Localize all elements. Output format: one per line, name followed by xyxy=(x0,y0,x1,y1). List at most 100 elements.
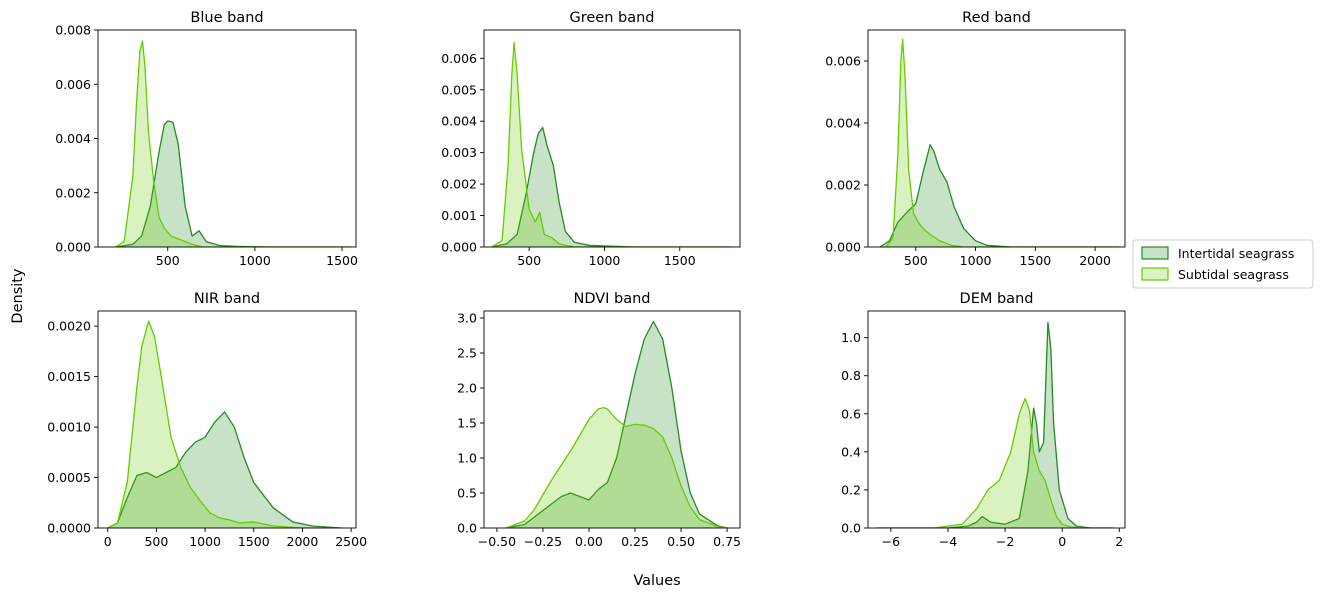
y-tick-label: 0.006 xyxy=(441,51,477,66)
density-area-intertidal xyxy=(506,321,728,528)
panel-title: NIR band xyxy=(194,291,260,307)
x-tick-label: 2 xyxy=(1115,534,1123,549)
y-tick-label: 0.5 xyxy=(457,486,477,501)
x-tick-label: 1500 xyxy=(238,534,270,549)
y-tick-label: 0.0005 xyxy=(47,470,91,485)
x-tick-label: 0 xyxy=(1058,534,1066,549)
x-tick-label: 500 xyxy=(904,253,928,268)
panel-title: Green band xyxy=(569,10,654,26)
y-tick-label: 3.0 xyxy=(457,311,477,326)
series-subtidal xyxy=(491,41,733,247)
y-tick-label: 2.0 xyxy=(457,381,477,396)
series-subtidal xyxy=(505,406,728,528)
series-intertidal xyxy=(876,321,1114,528)
y-tick-label: 0.000 xyxy=(825,240,861,255)
density-line-subtidal xyxy=(115,40,351,247)
axes-frame xyxy=(867,310,1126,529)
density-area-subtidal xyxy=(491,42,733,247)
x-tick-label: 1000 xyxy=(239,253,271,268)
legend-swatch-intertidal xyxy=(1141,246,1169,260)
x-tick-label: 1000 xyxy=(589,253,621,268)
density-line-intertidal xyxy=(879,144,1120,247)
density-area-intertidal xyxy=(115,120,351,247)
axes-frame xyxy=(97,310,357,529)
legend-box xyxy=(1132,239,1314,289)
y-tick-label: 0.004 xyxy=(55,131,91,146)
series-subtidal xyxy=(107,320,342,528)
x-tick-label: 1500 xyxy=(664,253,696,268)
y-tick-label: 0.002 xyxy=(441,177,477,192)
y-tick-label: 0.006 xyxy=(55,77,91,92)
x-tick-label: −2 xyxy=(996,534,1014,549)
panel-title: Blue band xyxy=(190,10,263,26)
y-tick-label: 0.001 xyxy=(441,208,477,223)
panel-1: Blue band 500 1000 1500 0.000 0.002 0.004 0.006… xyxy=(55,10,358,268)
series-intertidal xyxy=(115,120,351,247)
legend-swatch-subtidal xyxy=(1141,267,1169,281)
x-tick-label: −6 xyxy=(882,534,900,549)
y-tick-label: 0.006 xyxy=(825,54,861,69)
y-tick-label: 2.5 xyxy=(457,346,477,361)
y-tick-label: 1.0 xyxy=(457,451,477,466)
series-intertidal xyxy=(107,411,342,528)
x-tick-label: 1500 xyxy=(1019,253,1051,268)
y-tick-label: 0.005 xyxy=(441,82,477,97)
density-area-intertidal xyxy=(491,127,733,247)
y-tick-label: 0.6 xyxy=(841,406,861,421)
panel-3: Red band 500 1000 1500 2000 0.000 0.002 0.004 0.… xyxy=(825,10,1126,268)
panel-5: NDVI band −0.50 −0.25 0.00 0.25 0.50 0.75 0.0 0.… xyxy=(457,291,741,549)
legend: Intertidal seagrass Subtidal seagrass xyxy=(1132,239,1314,289)
density-area-subtidal xyxy=(876,398,1114,528)
y-tick-label: 0.003 xyxy=(441,145,477,160)
y-tick-label: 0.000 xyxy=(55,240,91,255)
y-tick-label: 0.002 xyxy=(55,185,91,200)
density-line-subtidal xyxy=(107,320,342,528)
density-area-subtidal xyxy=(506,407,728,528)
density-area-subtidal xyxy=(885,39,1120,247)
x-tick-label: 0.00 xyxy=(575,534,603,549)
axes-frame xyxy=(867,29,1126,248)
legend-label-intertidal: Intertidal seagrass xyxy=(1178,246,1294,261)
y-tick-label: 0.002 xyxy=(825,178,861,193)
density-area-subtidal xyxy=(115,40,351,247)
series-intertidal xyxy=(491,126,733,247)
y-tick-label: 0.8 xyxy=(841,368,861,383)
x-tick-label: 1500 xyxy=(326,253,358,268)
x-tick-label: 500 xyxy=(517,253,541,268)
y-tick-label: 1.0 xyxy=(841,330,861,345)
y-tick-label: 0.0 xyxy=(457,521,477,536)
density-line-intertidal xyxy=(107,411,342,528)
x-tick-label: 2500 xyxy=(335,534,367,549)
y-tick-label: 0.004 xyxy=(825,116,861,131)
x-tick-label: −4 xyxy=(939,534,957,549)
y-tick-label: 1.5 xyxy=(457,416,477,431)
y-tick-label: 0.0000 xyxy=(47,521,91,536)
legend-label-subtidal: Subtidal seagrass xyxy=(1178,267,1289,282)
series-intertidal xyxy=(505,320,728,528)
y-axis-label: Density xyxy=(10,268,26,324)
panel-title: Red band xyxy=(962,10,1031,26)
y-tick-label: 0.0020 xyxy=(47,319,91,334)
x-tick-label: 0.75 xyxy=(713,534,741,549)
density-line-intertidal xyxy=(876,321,1114,528)
panel-title: NDVI band xyxy=(573,291,650,307)
axes-frame xyxy=(483,310,741,529)
y-tick-label: 0.0 xyxy=(841,521,861,536)
x-tick-label: −0.50 xyxy=(478,534,516,549)
x-tick-label: 1000 xyxy=(189,534,221,549)
series-subtidal xyxy=(115,40,351,247)
x-tick-label: 1000 xyxy=(960,253,992,268)
density-line-subtidal xyxy=(876,397,1114,528)
x-tick-label: 2000 xyxy=(1079,253,1111,268)
density-line-intertidal xyxy=(491,126,733,247)
density-line-subtidal xyxy=(505,406,728,528)
y-tick-label: 0.000 xyxy=(441,240,477,255)
series-subtidal xyxy=(885,38,1120,247)
series-intertidal xyxy=(879,144,1120,247)
series-subtidal xyxy=(876,397,1114,528)
x-tick-label: 2000 xyxy=(287,534,319,549)
panel-2: Green band 500 1000 1500 0.000 0.001 0.002 0.00… xyxy=(441,10,741,268)
x-tick-label: 0.25 xyxy=(621,534,649,549)
